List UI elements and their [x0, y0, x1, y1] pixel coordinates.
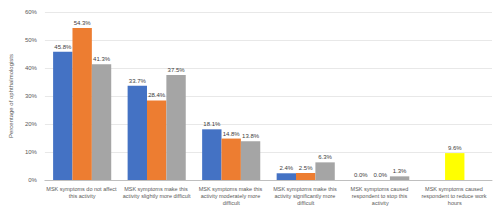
- svg-text:50%: 50%: [25, 37, 38, 43]
- svg-text:0.0%: 0.0%: [373, 172, 387, 178]
- svg-text:hours: hours: [448, 200, 462, 206]
- svg-text:MSK symptoms caused: MSK symptoms caused: [351, 186, 410, 192]
- svg-text:MSK symptoms do not affect: MSK symptoms do not affect: [46, 186, 118, 192]
- svg-text:activity significantly more: activity significantly more: [275, 193, 337, 199]
- svg-text:1.3%: 1.3%: [393, 168, 407, 174]
- svg-text:0.0%: 0.0%: [354, 172, 368, 178]
- svg-text:activity moderately more: activity moderately more: [201, 193, 262, 199]
- svg-text:difficult: difficult: [297, 200, 314, 206]
- svg-text:54.3%: 54.3%: [74, 20, 92, 26]
- svg-text:respondent to stop this: respondent to stop this: [352, 193, 409, 199]
- svg-text:MSK symptoms caused: MSK symptoms caused: [425, 186, 484, 192]
- svg-text:2.4%: 2.4%: [279, 165, 293, 171]
- svg-text:40%: 40%: [25, 65, 38, 71]
- svg-text:6.3%: 6.3%: [318, 154, 332, 160]
- svg-text:2.5%: 2.5%: [299, 165, 313, 171]
- svg-text:28.4%: 28.4%: [148, 92, 166, 98]
- svg-text:45.8%: 45.8%: [54, 44, 72, 50]
- svg-text:MSK symptoms make this: MSK symptoms make this: [124, 186, 189, 192]
- svg-text:Percentage of ophthalmologists: Percentage of ophthalmologists: [8, 54, 14, 138]
- svg-text:respondent to reduce work: respondent to reduce work: [421, 193, 488, 199]
- svg-text:9.6%: 9.6%: [448, 145, 462, 151]
- svg-text:13.8%: 13.8%: [242, 133, 260, 139]
- svg-text:41.3%: 41.3%: [93, 56, 111, 62]
- svg-text:0%: 0%: [28, 177, 37, 183]
- svg-text:37.5%: 37.5%: [168, 67, 186, 73]
- svg-text:difficult: difficult: [223, 200, 240, 206]
- svg-text:18.1%: 18.1%: [203, 121, 221, 127]
- svg-text:activity: activity: [372, 200, 389, 206]
- svg-text:MSK symptoms make this: MSK symptoms make this: [273, 186, 338, 192]
- svg-text:10%: 10%: [25, 149, 38, 155]
- svg-text:activity slightly more difficu: activity slightly more difficult: [123, 193, 191, 199]
- svg-text:this activity: this activity: [69, 193, 96, 199]
- svg-text:60%: 60%: [25, 9, 38, 15]
- svg-text:30%: 30%: [25, 93, 38, 99]
- svg-text:33.7%: 33.7%: [129, 78, 147, 84]
- svg-text:14.8%: 14.8%: [223, 131, 241, 137]
- svg-text:20%: 20%: [25, 121, 38, 127]
- svg-text:MSK symptoms make this: MSK symptoms make this: [199, 186, 264, 192]
